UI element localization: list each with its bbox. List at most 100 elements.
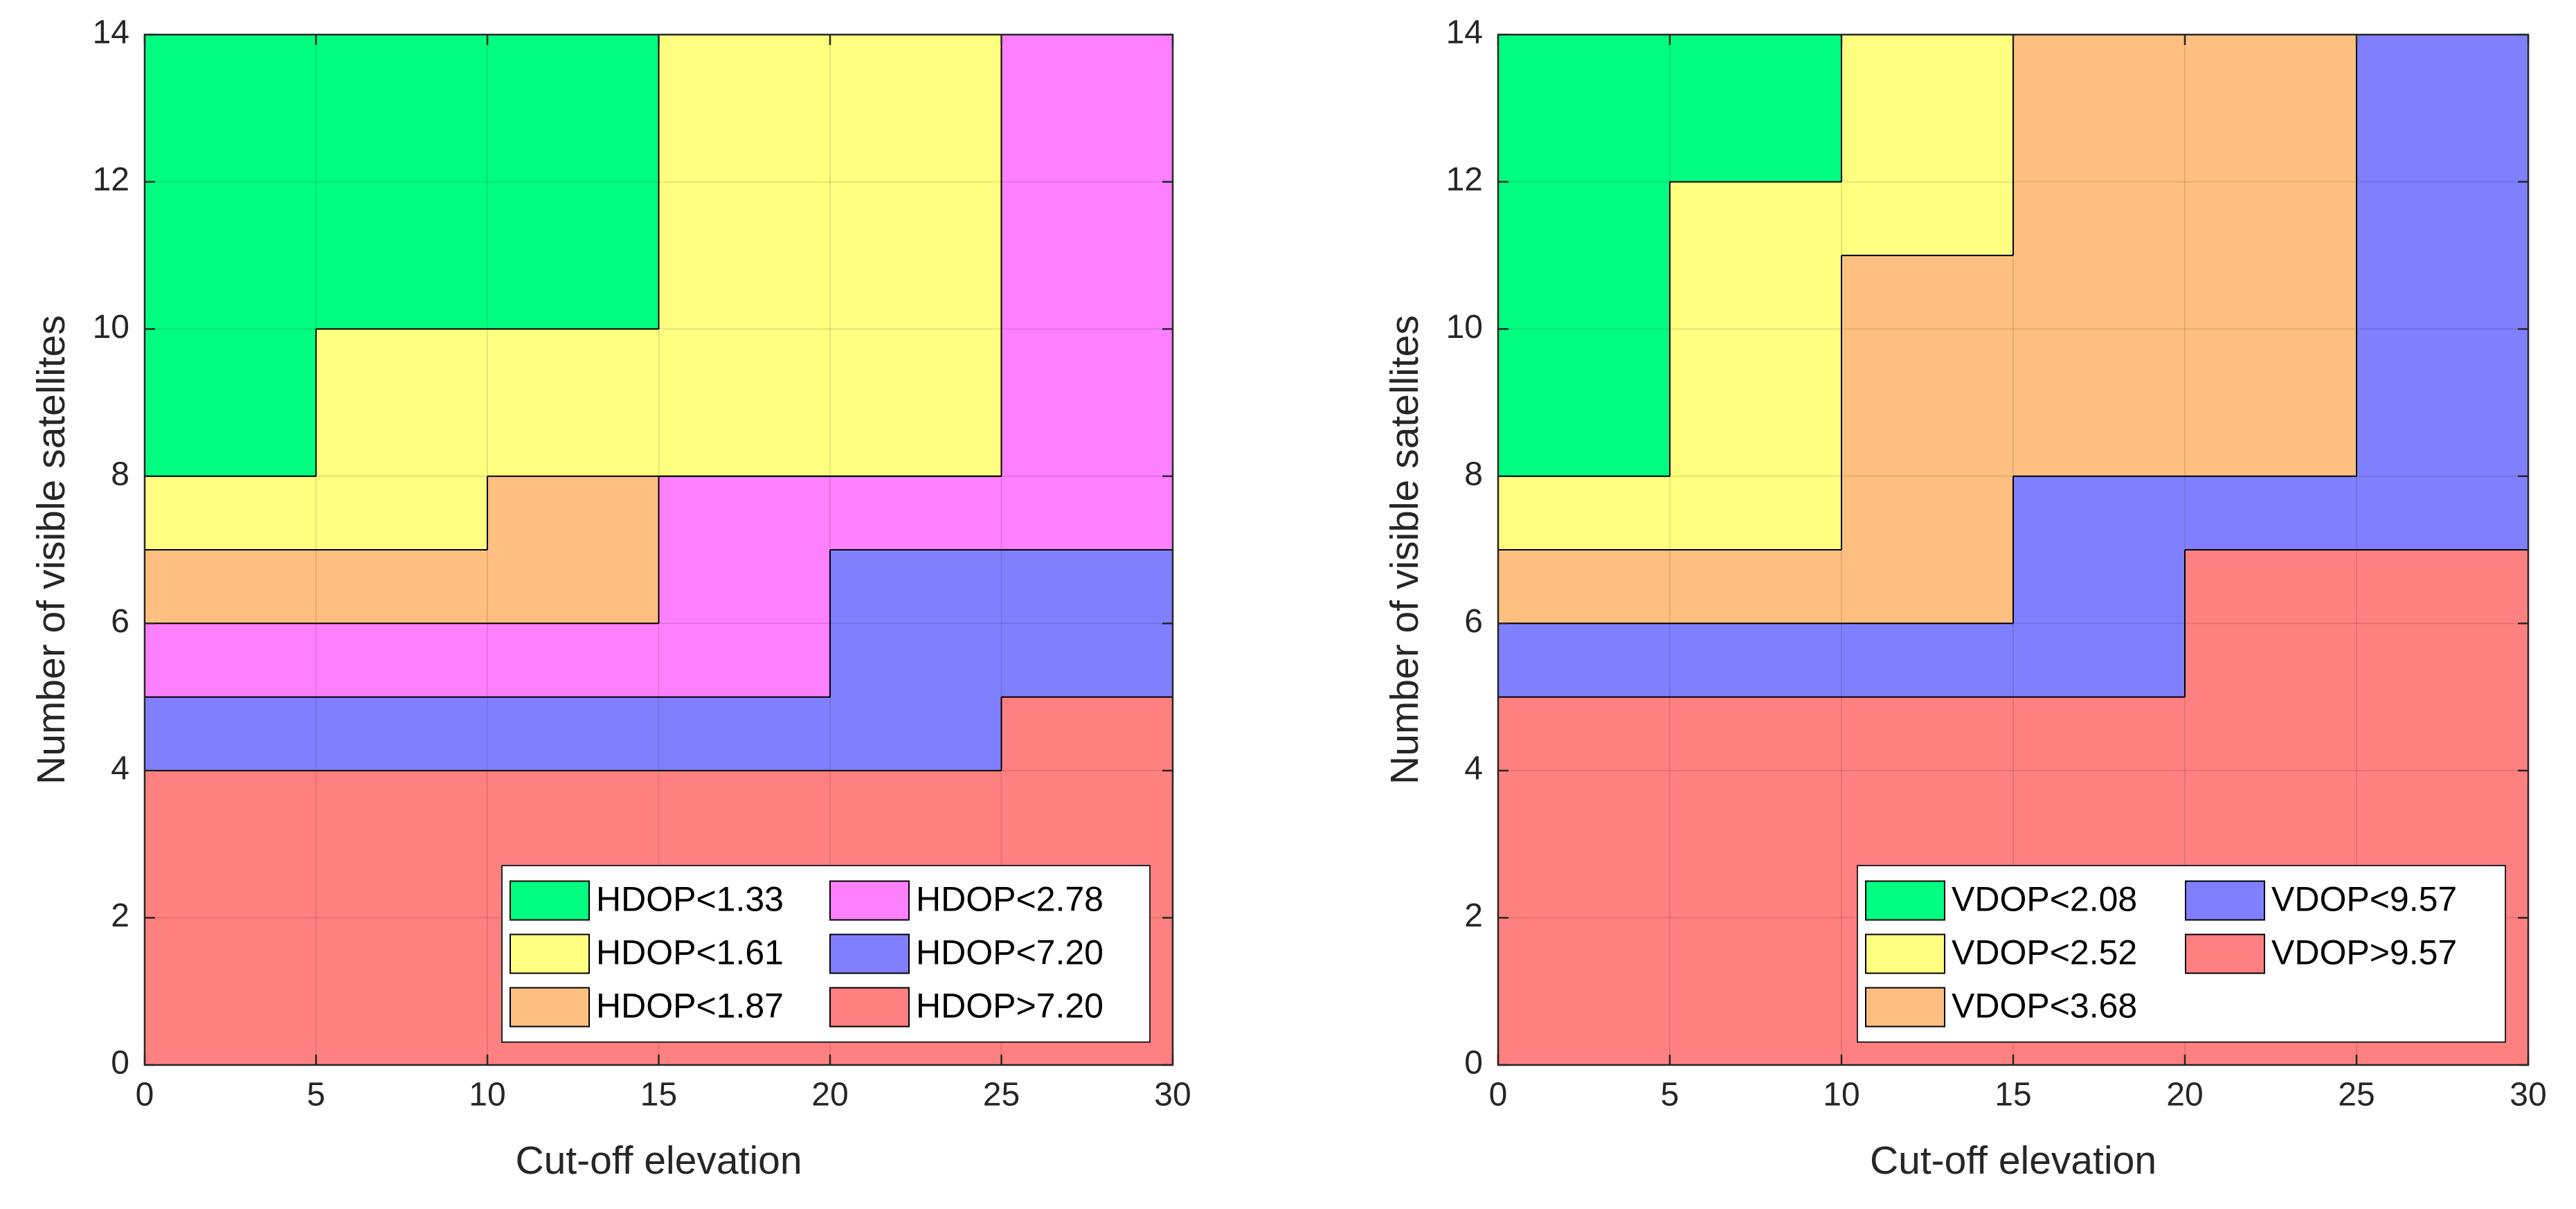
x-tick-label: 25 [983, 1077, 1020, 1113]
region-cell [487, 476, 659, 624]
legend-swatch [829, 880, 910, 921]
legend-swatch [510, 987, 590, 1028]
x-tick-label: 30 [2510, 1077, 2546, 1113]
x-tick-label: 30 [1154, 1077, 1191, 1113]
region-cell [1498, 35, 1670, 476]
region-cell [2185, 35, 2357, 476]
region-cell [658, 476, 830, 697]
legend-label: VDOP<2.08 [1952, 880, 2137, 919]
legend: VDOP<2.08 VDOP<2.52 VDOP<3.68 VDOP<9.57 VDOP… [1857, 865, 2506, 1043]
x-tick-label: 0 [1489, 1077, 1508, 1113]
y-tick-label: 14 [1446, 15, 1483, 51]
region-cell [316, 35, 487, 330]
region-cell [2013, 35, 2185, 476]
legend-box [1857, 865, 2506, 1043]
region-cell [145, 770, 316, 1065]
x-tick-label: 20 [811, 1077, 848, 1113]
y-tick-label: 12 [93, 161, 129, 198]
region-cell [1670, 35, 1841, 182]
region-cell [2357, 35, 2528, 550]
region-cell [1001, 550, 1173, 697]
y-tick-label: 4 [1464, 751, 1483, 787]
legend-box [501, 865, 1151, 1043]
legend-label: VDOP<9.57 [2271, 880, 2457, 919]
x-tick-label: 5 [1661, 1077, 1679, 1113]
x-tick-label: 25 [2338, 1077, 2375, 1113]
legend: HDOP<1.33 HDOP<1.61 HDOP<1.87 HDOP<2.78 HDOP… [501, 865, 1151, 1043]
legend-swatch [510, 880, 590, 921]
region-cell [316, 550, 487, 624]
region-cell [145, 623, 316, 697]
legend-label: HDOP<2.78 [916, 880, 1104, 919]
x-tick-label: 5 [307, 1077, 325, 1113]
x-tick-label: 10 [1823, 1077, 1859, 1113]
region-cell [2185, 476, 2357, 550]
y-tick-label: 6 [1464, 603, 1483, 640]
x-axis-label: Cut-off elevation [1870, 1138, 2156, 1183]
y-tick-label: 14 [93, 15, 129, 51]
region-cell [1841, 35, 2013, 256]
x-axis-label: Cut-off elevation [515, 1138, 802, 1183]
y-tick-label: 12 [1446, 161, 1483, 198]
legend-label: HDOP<1.61 [596, 933, 784, 972]
x-tick-label: 15 [1994, 1077, 2031, 1113]
region-cell [830, 35, 1002, 476]
region-cell [1841, 623, 2013, 697]
region-cell [316, 697, 487, 771]
y-tick-label: 10 [1446, 309, 1483, 346]
y-tick-label: 4 [111, 751, 129, 787]
legend-label: HDOP<1.33 [596, 880, 784, 919]
legend-swatch [829, 987, 910, 1028]
legend-swatch [1865, 933, 1945, 974]
y-tick-label: 0 [1464, 1045, 1483, 1082]
region-cell [145, 697, 316, 771]
y-tick-label: 10 [93, 309, 129, 346]
region-cell [830, 550, 1002, 771]
legend-swatch [2185, 933, 2265, 974]
region-cell [1841, 255, 2013, 624]
region-cell [1670, 697, 1841, 1065]
region-cell [658, 697, 830, 771]
x-tick-label: 0 [136, 1077, 154, 1113]
y-tick-label: 8 [111, 456, 129, 492]
legend-swatch [510, 933, 590, 974]
region-cell [145, 35, 316, 476]
legend-label: HDOP>7.20 [916, 987, 1104, 1026]
chart: 0 5 10 15 20 25 30 0 2 4 6 8 10 12 14 Cut-off elevation… [1382, 15, 2547, 1183]
legend-swatch [829, 933, 910, 974]
region-cell [1498, 550, 1670, 624]
region-cell [316, 770, 487, 1065]
legend-label: VDOP<2.52 [1952, 933, 2137, 972]
x-tick-label: 20 [2166, 1077, 2203, 1113]
x-tick-label: 15 [640, 1077, 677, 1113]
region-cell [1670, 550, 1841, 624]
region-cell [658, 35, 830, 476]
legend-swatch [1865, 987, 1945, 1028]
region-cell [145, 550, 316, 624]
region-cell [830, 476, 1002, 550]
region-cell [316, 623, 487, 697]
region-cell [316, 329, 487, 550]
y-tick-label: 2 [111, 897, 129, 934]
region-cell [1498, 476, 1670, 550]
region-cell [1498, 697, 1670, 1065]
y-tick-label: 2 [1464, 897, 1483, 934]
legend-swatch [2185, 880, 2265, 921]
legend-label: HDOP<1.87 [596, 987, 784, 1026]
region-cell [487, 329, 659, 476]
region-cell [1670, 181, 1841, 550]
legend-label: VDOP<3.68 [1952, 987, 2137, 1026]
y-tick-label: 0 [111, 1045, 129, 1082]
y-tick-label: 6 [111, 603, 129, 640]
y-axis-label: Number of visible satellites [29, 315, 73, 785]
region-cell [487, 623, 659, 697]
region-cell [1670, 623, 1841, 697]
chart: 0 5 10 15 20 25 30 0 2 4 6 8 10 12 14 Cut-off elevation… [29, 15, 1191, 1183]
legend-label: HDOP<7.20 [916, 933, 1104, 972]
y-axis-label: Number of visible satellites [1382, 315, 1427, 785]
region-cell [1001, 35, 1173, 550]
y-tick-label: 8 [1464, 456, 1483, 492]
region-cell [1498, 623, 1670, 697]
